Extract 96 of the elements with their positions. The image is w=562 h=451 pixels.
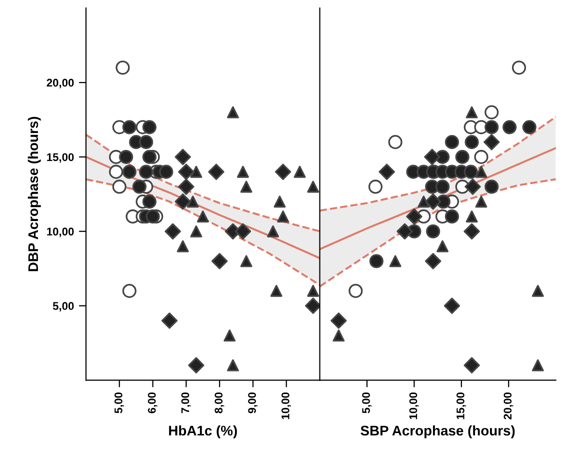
point (224, 330, 236, 342)
x-tick-label: 7,00 (181, 392, 191, 414)
point (389, 255, 402, 268)
point (142, 150, 156, 164)
y-tick-label: 15,00 (47, 153, 74, 163)
point (502, 120, 517, 134)
point (236, 166, 249, 178)
point (190, 166, 202, 178)
point (484, 120, 499, 134)
point (119, 150, 134, 164)
point (142, 194, 156, 209)
point (436, 240, 449, 252)
point (294, 166, 306, 178)
x-tick-label: 10,00 (409, 392, 419, 420)
point (532, 284, 544, 297)
point (274, 164, 292, 180)
point (426, 224, 440, 238)
point (267, 225, 280, 238)
point (304, 298, 320, 314)
line-series (86, 156, 320, 260)
point (522, 120, 536, 134)
x-tick-label: 20,00 (504, 392, 514, 420)
point (277, 210, 290, 222)
point (464, 178, 481, 195)
point (109, 164, 124, 179)
x-axis-title: SBP Acrophase (hours) (360, 425, 515, 438)
point (444, 209, 460, 224)
line-series (86, 134, 320, 232)
point (369, 254, 384, 268)
point (226, 106, 239, 118)
point (424, 148, 440, 166)
x-tick-label: 10,00 (281, 392, 291, 420)
point (307, 180, 320, 193)
point (240, 255, 252, 268)
y-tick-label: 5,00 (52, 302, 74, 312)
point (159, 164, 174, 179)
point (142, 120, 156, 134)
y-tick-label: 20,00 (46, 78, 74, 88)
point (475, 166, 488, 178)
point (444, 135, 460, 150)
point (174, 148, 191, 166)
x-axis-title: HbA1c (%) (169, 425, 237, 438)
x-tick-label: 5,00 (362, 392, 372, 414)
point (176, 240, 189, 252)
point (208, 164, 224, 180)
point (270, 284, 282, 297)
x-tick-label: 15,00 (456, 392, 466, 420)
point (466, 106, 478, 118)
point (132, 180, 146, 194)
point (196, 210, 209, 222)
point (435, 180, 450, 194)
point (112, 180, 126, 194)
point (330, 312, 347, 329)
point (190, 225, 202, 238)
point (234, 223, 252, 240)
point (240, 180, 252, 193)
point (146, 209, 160, 224)
point (161, 312, 178, 329)
point (444, 298, 460, 314)
point (418, 196, 430, 208)
point (466, 210, 478, 222)
point (122, 120, 136, 134)
point (424, 253, 442, 270)
point (211, 253, 228, 270)
point (139, 135, 154, 150)
point (332, 330, 345, 342)
point (164, 223, 181, 240)
point (178, 178, 194, 195)
point (455, 150, 470, 164)
point (424, 193, 442, 210)
x-tick-label: 8,00 (214, 392, 224, 414)
point (139, 164, 154, 179)
point (378, 164, 395, 180)
point (464, 357, 480, 374)
point (406, 208, 422, 225)
y-axis-title: DBP Acrophase (hours) (28, 116, 41, 272)
point (483, 134, 500, 150)
x-tick-label: 5,00 (114, 392, 124, 414)
point (188, 357, 204, 374)
point (178, 164, 194, 180)
point (186, 196, 199, 208)
point (484, 180, 499, 194)
x-tick-label: 9,00 (248, 392, 258, 414)
point (396, 223, 413, 240)
point (226, 359, 239, 372)
point (464, 223, 480, 240)
point (174, 193, 191, 210)
point (532, 359, 544, 372)
point (475, 196, 488, 208)
point (464, 135, 479, 150)
x-tick-label: 6,00 (148, 392, 158, 414)
point (307, 284, 320, 297)
y-tick-label: 10,00 (47, 228, 74, 238)
point (274, 196, 286, 208)
point (122, 164, 136, 179)
point (464, 164, 478, 179)
